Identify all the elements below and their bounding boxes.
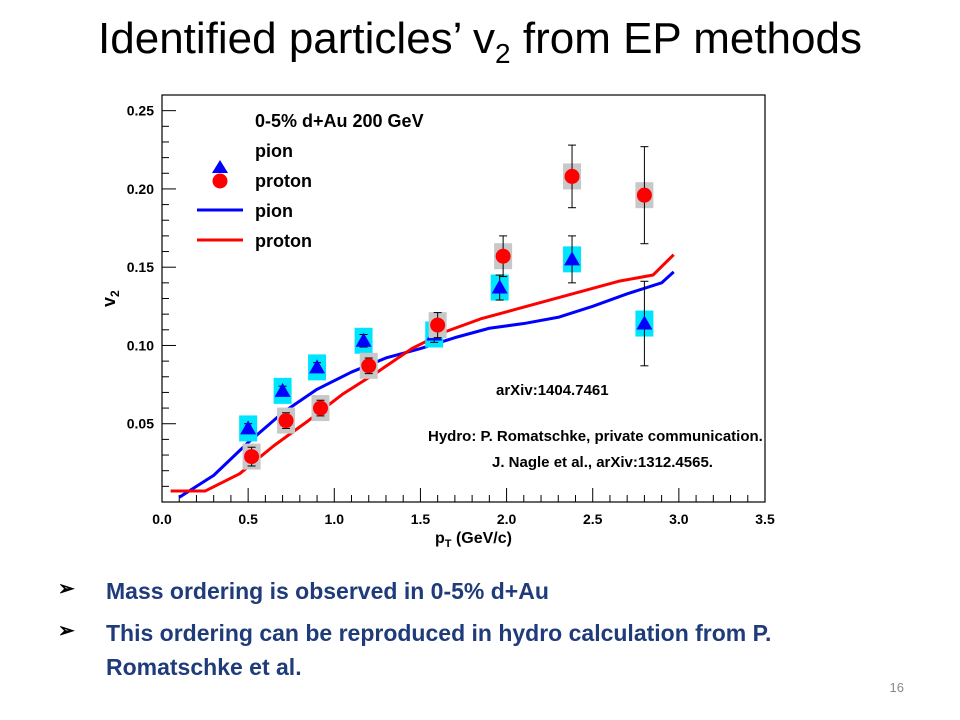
legend-pion-hydro: pion bbox=[255, 201, 293, 221]
pion-point bbox=[355, 332, 372, 347]
x-tick-label: 3.5 bbox=[755, 511, 775, 527]
legend-pion-marker bbox=[212, 160, 228, 173]
arrow-bullet-icon: ➢ bbox=[58, 620, 75, 642]
y-tick-label: 0.10 bbox=[127, 337, 154, 353]
y-label-v: v bbox=[99, 297, 119, 307]
data-points bbox=[239, 144, 654, 470]
x-tick-label: 1.0 bbox=[325, 511, 345, 527]
x-tick-label: 2.0 bbox=[497, 511, 517, 527]
v2-chart: 0.0 0.5 1.0 1.5 2.0 2.5 3.0 3.5 0.05 0.10 0.15 0.20… bbox=[99, 94, 775, 550]
title-main: Identified particles’ v bbox=[98, 14, 496, 63]
legend-proton-hydro: proton bbox=[255, 231, 312, 251]
y-tick-label: 0.05 bbox=[127, 416, 154, 432]
proton-point bbox=[430, 317, 446, 333]
page-number: 16 bbox=[889, 680, 904, 695]
x-tick-label: 0.0 bbox=[152, 511, 172, 527]
x-tick-label: 2.5 bbox=[583, 511, 603, 527]
annotation-hydro: Hydro: P. Romatschke, private communicat… bbox=[428, 428, 763, 445]
legend-title: 0-5% d+Au 200 GeV bbox=[255, 111, 424, 131]
pion-point bbox=[274, 382, 291, 397]
annotation-nagle: J. Nagle et al., arXiv:1312.4565. bbox=[492, 454, 713, 471]
plot-frame bbox=[161, 94, 766, 503]
legend-proton-points: proton bbox=[255, 171, 312, 191]
proton-point bbox=[361, 358, 377, 374]
bullet-item: ➢ Mass ordering is observed in 0-5% d+Au bbox=[58, 574, 826, 608]
annotation-arxiv: arXiv:1404.7461 bbox=[496, 382, 609, 399]
slide-title: Identified particles’ v2 from EP methods bbox=[0, 14, 960, 70]
proton-point bbox=[313, 400, 329, 416]
axis-ticks: 0.0 0.5 1.0 1.5 2.0 2.5 3.0 3.5 0.05 0.10 0.15 0.20… bbox=[127, 103, 775, 527]
legend-pion-points: pion bbox=[255, 141, 293, 161]
arrow-bullet-icon: ➢ bbox=[58, 578, 75, 600]
title-rest: from EP methods bbox=[510, 14, 862, 63]
y-label-sub: 2 bbox=[108, 290, 122, 297]
pion-point bbox=[240, 420, 257, 435]
bullet-text: Mass ordering is observed in 0-5% d+Au bbox=[106, 578, 549, 604]
y-tick-label: 0.25 bbox=[127, 103, 154, 119]
proton-point bbox=[244, 449, 260, 465]
y-axis-label: v2 bbox=[99, 290, 122, 307]
proton-point bbox=[278, 413, 294, 429]
pion-point bbox=[309, 359, 326, 374]
bullet-list: ➢ Mass ordering is observed in 0-5% d+Au… bbox=[58, 574, 826, 692]
legend-proton-marker bbox=[212, 173, 228, 189]
title-subscript: 2 bbox=[495, 37, 511, 69]
x-label-p: p bbox=[435, 530, 445, 547]
bullet-text: This ordering can be reproduced in hydro… bbox=[106, 620, 772, 680]
pion-point bbox=[564, 251, 581, 266]
pion-point bbox=[491, 279, 508, 294]
x-tick-label: 3.0 bbox=[669, 511, 689, 527]
x-label-sub: T bbox=[445, 538, 452, 550]
bullet-item: ➢ This ordering can be reproduced in hyd… bbox=[58, 616, 826, 684]
x-label-unit: (GeV/c) bbox=[452, 530, 512, 547]
y-tick-label: 0.20 bbox=[127, 181, 154, 197]
x-tick-label: 0.5 bbox=[238, 511, 258, 527]
x-tick-label: 1.5 bbox=[411, 511, 431, 527]
proton-point bbox=[495, 248, 511, 264]
x-axis-label: pT (GeV/c) bbox=[435, 530, 512, 550]
pion-point bbox=[636, 315, 653, 330]
y-tick-label: 0.15 bbox=[127, 259, 154, 275]
proton-point bbox=[564, 168, 580, 184]
proton-point bbox=[636, 187, 652, 203]
